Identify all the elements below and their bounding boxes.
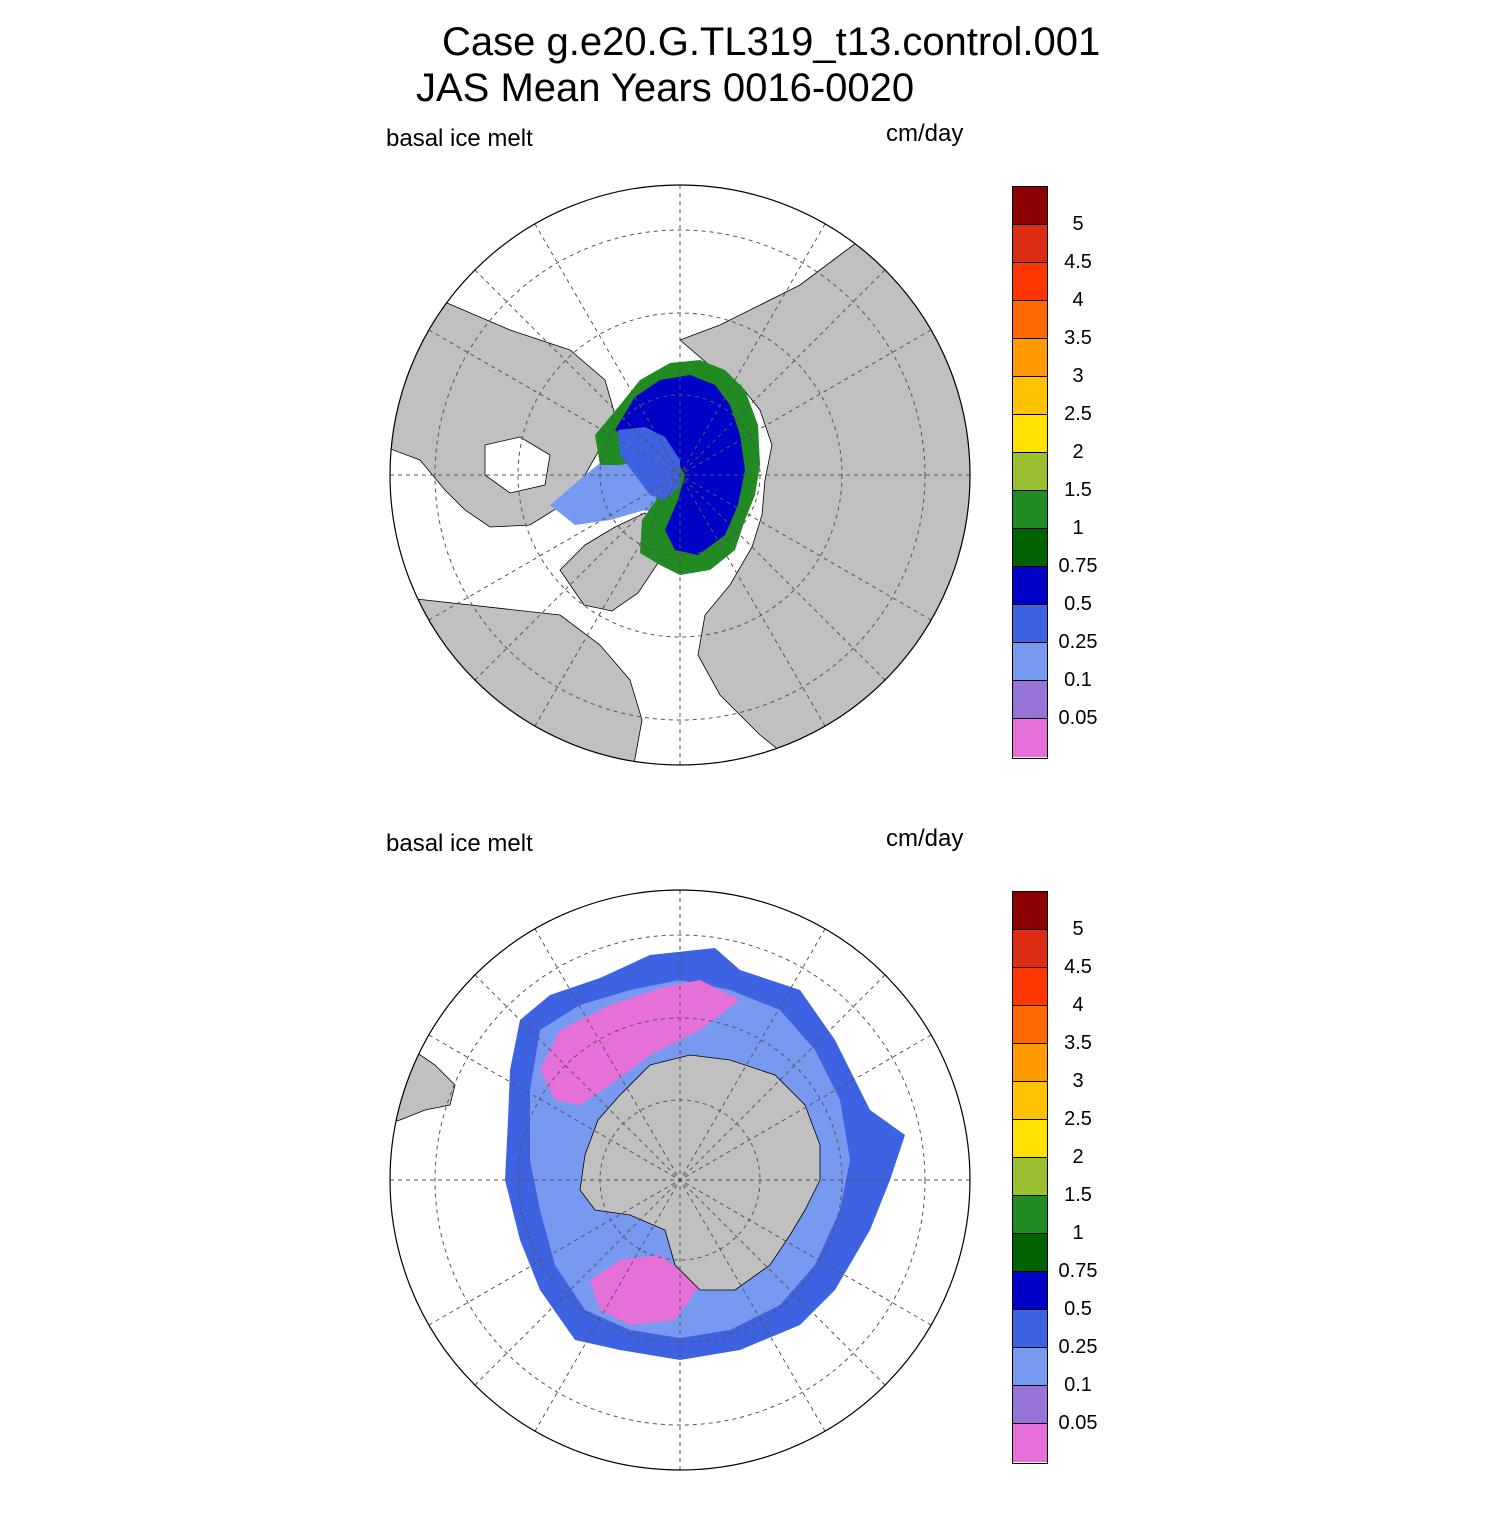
colorbar-tick-label: 2.5 <box>1064 1108 1092 1130</box>
colorbar-box <box>1013 968 1047 1006</box>
colorbar-box <box>1013 1196 1047 1234</box>
sea-ice-pink-ross <box>590 1255 700 1325</box>
colorbar-tick-label: 5 <box>1072 213 1084 235</box>
colorbar-box <box>1013 187 1047 225</box>
colorbar-box <box>1013 263 1047 301</box>
colorbar-box <box>1013 377 1047 415</box>
colorbar-tick-label: 2 <box>1072 441 1084 463</box>
colorbar-tick-label: 0.5 <box>1064 1298 1092 1320</box>
units-label: cm/day <box>886 120 964 147</box>
colorbar-box <box>1013 643 1047 681</box>
colorbar-box <box>1013 1082 1047 1120</box>
variable-label: basal ice melt <box>386 830 533 857</box>
colorbar-tick-label: 0.75 <box>1058 555 1098 577</box>
colorbar-box <box>1013 1006 1047 1044</box>
colorbar-tick-label: 1 <box>1072 517 1084 539</box>
colorbar-box <box>1013 1120 1047 1158</box>
colorbar-box <box>1013 1310 1047 1348</box>
figure-title-line-1: Case g.e20.G.TL319_t13.control.001 <box>442 20 1101 64</box>
south-polar-map <box>389 889 971 1471</box>
colorbar-box <box>1013 529 1047 567</box>
map-boundary <box>389 889 971 1471</box>
colorbar-tick-label: 5 <box>1072 918 1084 940</box>
colorbar-box <box>1013 1348 1047 1386</box>
colorbar <box>1012 891 1048 1464</box>
colorbar-tick-label: 3.5 <box>1064 327 1092 349</box>
colorbar-tick-label: 3 <box>1072 1070 1084 1092</box>
colorbar-box <box>1013 1158 1047 1196</box>
colorbar-box <box>1013 1272 1047 1310</box>
colorbar-tick-label: 0.05 <box>1058 1412 1098 1434</box>
colorbar-tick-label: 4.5 <box>1064 956 1092 978</box>
colorbar-box <box>1013 1386 1047 1424</box>
colorbar-box <box>1013 415 1047 453</box>
colorbar-box <box>1013 567 1047 605</box>
colorbar <box>1012 186 1048 759</box>
colorbar-tick-label: 0.75 <box>1058 1260 1098 1282</box>
colorbar-tick-label: 0.1 <box>1064 669 1092 691</box>
colorbar-tick-label: 2.5 <box>1064 403 1092 425</box>
units-label: cm/day <box>886 825 964 852</box>
colorbar-tick-label: 3 <box>1072 365 1084 387</box>
colorbar-box <box>1013 930 1047 968</box>
colorbar-tick-label: 0.05 <box>1058 707 1098 729</box>
colorbar-box <box>1013 491 1047 529</box>
colorbar-box <box>1013 1424 1047 1462</box>
colorbar-box <box>1013 225 1047 263</box>
sea-ice-medium-blue <box>618 427 680 500</box>
colorbar-tick-label: 4.5 <box>1064 251 1092 273</box>
colorbar-tick-label: 4 <box>1072 289 1084 311</box>
north-polar-panel: basal ice melt cm/day <box>0 110 1500 810</box>
land-eurasia <box>679 185 970 765</box>
colorbar-box <box>1013 1044 1047 1082</box>
variable-label: basal ice melt <box>386 125 533 152</box>
colorbar-box <box>1013 339 1047 377</box>
colorbar-tick-label: 4 <box>1072 994 1084 1016</box>
graticule <box>390 890 970 1470</box>
colorbar-tick-label: 2 <box>1072 1146 1084 1168</box>
colorbar-box <box>1013 453 1047 491</box>
colorbar-tick-label: 0.1 <box>1064 1374 1092 1396</box>
colorbar-box <box>1013 605 1047 643</box>
graticule <box>390 185 970 765</box>
colorbar-tick-label: 0.25 <box>1058 631 1098 653</box>
figure-title-line-2: JAS Mean Years 0016-0020 <box>416 66 915 110</box>
colorbar-tick-label: 0.5 <box>1064 593 1092 615</box>
colorbar-tick-label: 1.5 <box>1064 1184 1092 1206</box>
north-polar-map <box>389 184 971 766</box>
colorbar-box <box>1013 892 1047 930</box>
colorbar-tick-label: 0.25 <box>1058 1336 1098 1358</box>
colorbar-box <box>1013 301 1047 339</box>
land-hudson-bay-area <box>484 436 551 494</box>
sea-ice-pink-weddell <box>540 980 740 1105</box>
colorbar-box <box>1013 1234 1047 1272</box>
land-antarctica <box>579 1054 821 1291</box>
colorbar-box <box>1013 681 1047 719</box>
colorbar-box <box>1013 719 1047 757</box>
map-boundary <box>389 184 971 766</box>
south-polar-panel: basal ice melt cm/day 0.05 0.1 0.25 <box>0 815 1500 1515</box>
colorbar-tick-label: 1 <box>1072 1222 1084 1244</box>
colorbar-tick-label: 1.5 <box>1064 479 1092 501</box>
colorbar-tick-label: 3.5 <box>1064 1032 1092 1054</box>
